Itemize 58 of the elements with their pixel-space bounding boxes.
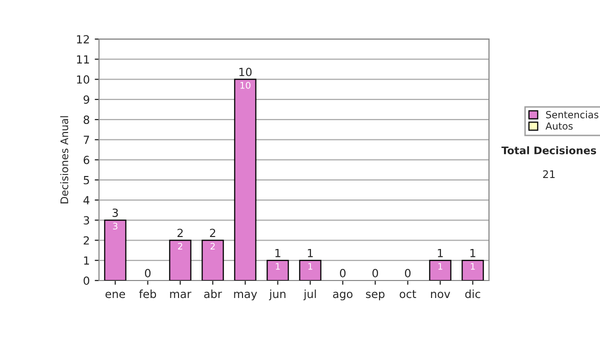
data-label: 1 [470,263,475,270]
bar [429,260,452,280]
total-label: 2 [210,228,216,237]
data-label: 1 [438,263,442,270]
y-tick-label: 9 [84,95,90,104]
total-label: 0 [340,268,346,278]
y-tick-label: 10 [77,75,90,84]
y-tick-label: 3 [84,216,90,225]
y-tick-label: 1 [84,256,89,265]
data-label: 2 [178,242,182,250]
y-axis-title: Decisiones Anual [60,116,68,204]
y-tick-label: 11 [77,55,89,64]
y-tick-label: 6 [84,156,90,164]
total-label: 1 [438,248,443,258]
text: Total Decisiones [501,146,596,154]
total-label: 1 [308,248,313,258]
y-tick-label: 0 [84,276,90,285]
y-tick-label: 2 [84,236,89,244]
total-label: 0 [144,268,151,278]
data-label: 2 [210,242,215,250]
x-tick-label: oct [400,290,416,298]
data-label: 3 [113,222,118,230]
bar [462,260,484,280]
legend-label: Autos [546,122,573,130]
data-label: 1 [276,263,280,270]
y-tick-label: 5 [84,176,89,184]
x-tick-label: abr [204,290,222,298]
x-tick-label: sep [366,292,384,300]
total-label: 1 [275,248,280,258]
x-tick-label: jul [303,290,316,300]
bar [234,78,256,280]
y-tick-label: 7 [84,136,90,144]
data-label: 1 [308,263,312,270]
x-tick-label: dic [465,290,480,298]
bar [266,260,289,280]
bar [169,240,192,280]
x-tick-label: ago [333,292,352,300]
bar [299,260,322,280]
total-label: 3 [112,208,118,217]
x-tick-label: jun [268,290,286,300]
x-tick-label: ene [106,292,126,298]
y-tick-label: 4 [83,196,90,204]
y-tick-label: 12 [77,35,89,44]
bar [202,240,224,280]
x-tick-label: mar [170,292,192,298]
x-tick-label: nov [431,292,450,298]
bar [104,220,126,280]
total-label: 1 [470,248,476,258]
x-tick-label: feb [139,290,156,298]
legend-label: Sentencias [546,110,598,118]
total-label: 10 [239,68,252,76]
data-label: 10 [240,82,250,89]
y-tick-label: 8 [84,116,90,124]
total-label: 2 [178,228,183,237]
x-tick-label: may [234,292,258,300]
text: 21 [543,170,555,178]
total-label: 0 [372,268,378,278]
total-label: 0 [404,268,411,278]
